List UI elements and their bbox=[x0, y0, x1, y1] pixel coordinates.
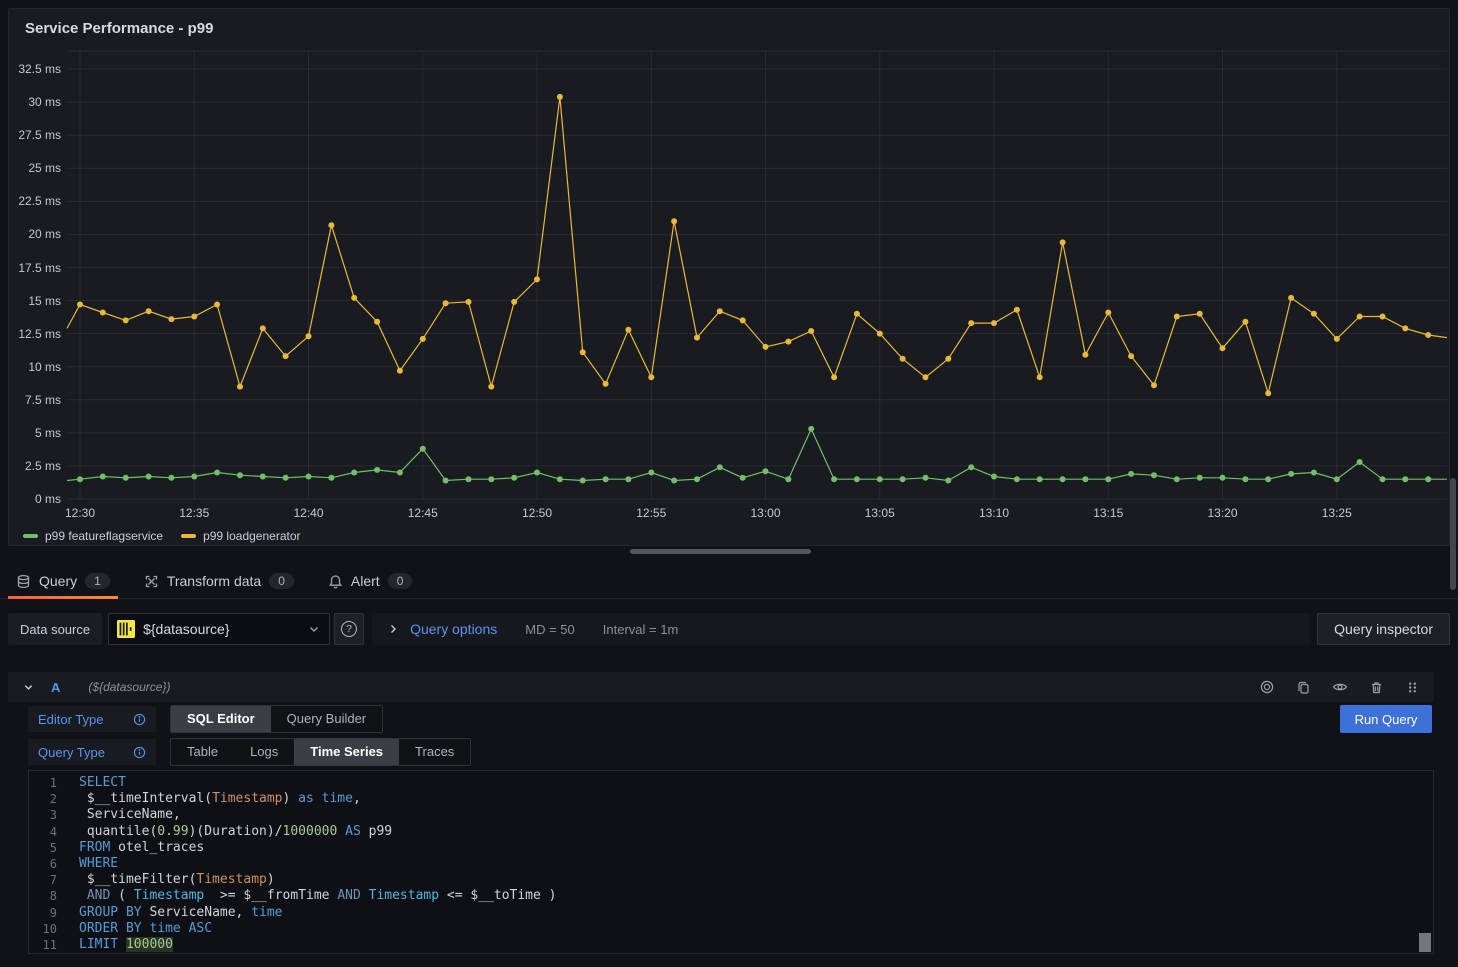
tab-badge: 0 bbox=[269, 573, 294, 589]
editor-type-label: Editor Type bbox=[28, 706, 156, 732]
query-row-actions bbox=[1259, 679, 1420, 695]
query-type-label-text: Query Type bbox=[38, 745, 105, 760]
query-row-header[interactable]: A (${datasource}) bbox=[8, 672, 1434, 702]
legend-swatch-icon bbox=[23, 534, 38, 538]
collapse-chevron-icon[interactable] bbox=[22, 681, 35, 694]
line-number: 8 bbox=[29, 888, 67, 904]
max-data-points-value: MD = 50 bbox=[525, 622, 575, 637]
query-type-label: Query Type bbox=[28, 739, 156, 765]
query-datasource-hint: (${datasource}) bbox=[88, 680, 170, 694]
info-icon[interactable] bbox=[133, 746, 146, 759]
chart-legend: p99 featureflagservice p99 loadgenerator bbox=[23, 529, 301, 543]
tab-badge: 0 bbox=[388, 573, 413, 589]
line-number: 4 bbox=[29, 824, 67, 840]
datasource-toolbar: Data source ${datasource} ? Query option… bbox=[8, 613, 1450, 645]
tab-query[interactable]: Query 1 bbox=[16, 564, 110, 599]
code-content[interactable]: SELECT $__timeInterval(Timestamp) as tim… bbox=[79, 771, 556, 953]
line-number: 10 bbox=[29, 921, 67, 937]
query-inspector-button[interactable]: Query inspector bbox=[1317, 613, 1450, 645]
sql-code-editor[interactable]: 1234567891011 SELECT $__timeInterval(Tim… bbox=[28, 770, 1434, 954]
database-icon bbox=[16, 574, 31, 589]
tab-label: Query bbox=[39, 573, 77, 589]
code-line[interactable]: $__timeFilter(Timestamp) bbox=[79, 872, 556, 888]
line-number: 2 bbox=[29, 791, 67, 807]
editor-tabbar: Query 1 Transform data 0 Alert 0 bbox=[0, 564, 1458, 599]
hide-response-eye-icon[interactable] bbox=[1332, 679, 1348, 695]
query-type-option-traces[interactable]: Traces bbox=[399, 739, 470, 765]
tab-label: Transform data bbox=[167, 573, 261, 589]
chart-panel: Service Performance - p99 0 ms2.5 ms5 ms… bbox=[8, 8, 1450, 546]
editor-type-label-text: Editor Type bbox=[38, 712, 104, 727]
chevron-down-icon bbox=[307, 622, 321, 636]
legend-item[interactable]: p99 featureflagservice bbox=[23, 529, 163, 543]
tab-badge: 1 bbox=[85, 573, 110, 589]
datasource-label: Data source bbox=[8, 613, 102, 645]
line-number: 1 bbox=[29, 775, 67, 791]
bell-icon bbox=[328, 574, 343, 589]
line-number: 3 bbox=[29, 807, 67, 823]
query-options-strip: Query options MD = 50 Interval = 1m bbox=[372, 613, 1309, 645]
chart-canvas[interactable] bbox=[9, 9, 1449, 545]
code-line[interactable]: FROM otel_traces bbox=[79, 840, 556, 856]
code-line[interactable]: LIMIT 100000 bbox=[79, 937, 556, 953]
page-scrollbar-thumb[interactable] bbox=[1450, 478, 1456, 590]
horizontal-scrollbar-thumb[interactable] bbox=[630, 549, 811, 554]
legend-series-label: p99 featureflagservice bbox=[45, 529, 163, 543]
help-circle-icon: ? bbox=[341, 621, 357, 637]
datasource-picker[interactable]: ${datasource} bbox=[108, 613, 330, 645]
legend-item[interactable]: p99 loadgenerator bbox=[181, 529, 300, 543]
query-type-option-logs[interactable]: Logs bbox=[234, 739, 294, 765]
query-type-option-table[interactable]: Table bbox=[171, 739, 234, 765]
query-type-option-time-series[interactable]: Time Series bbox=[294, 739, 399, 765]
query-ref-id: A bbox=[51, 680, 60, 695]
line-number: 6 bbox=[29, 856, 67, 872]
chevron-right-icon[interactable] bbox=[386, 622, 400, 636]
line-number: 11 bbox=[29, 937, 67, 953]
record-circle-icon[interactable] bbox=[1259, 679, 1275, 695]
tab-alert[interactable]: Alert 0 bbox=[328, 564, 412, 599]
code-line[interactable]: $__timeInterval(Timestamp) as time, bbox=[79, 791, 556, 807]
run-query-button[interactable]: Run Query bbox=[1340, 705, 1432, 733]
legend-series-label: p99 loadgenerator bbox=[203, 529, 300, 543]
editor-type-group: SQL Editor Query Builder bbox=[170, 705, 383, 733]
line-number: 5 bbox=[29, 840, 67, 856]
remove-query-trash-icon[interactable] bbox=[1369, 680, 1384, 695]
tab-transform-data[interactable]: Transform data 0 bbox=[144, 564, 294, 599]
query-options-link[interactable]: Query options bbox=[410, 621, 497, 637]
code-line[interactable]: GROUP BY ServiceName, time bbox=[79, 905, 556, 921]
grafana-panel-editor: { "panel": { "title": "Service Performan… bbox=[0, 0, 1458, 967]
code-line[interactable]: ORDER BY time ASC bbox=[79, 921, 556, 937]
code-line[interactable]: WHERE bbox=[79, 856, 556, 872]
code-line[interactable]: ServiceName, bbox=[79, 807, 556, 823]
legend-swatch-icon bbox=[181, 534, 196, 538]
datasource-help-button[interactable]: ? bbox=[334, 613, 364, 645]
editor-type-option-sql-editor[interactable]: SQL Editor bbox=[171, 706, 271, 732]
line-number: 7 bbox=[29, 872, 67, 888]
code-line[interactable]: SELECT bbox=[79, 775, 556, 791]
tab-label: Alert bbox=[351, 573, 380, 589]
editor-type-option-query-builder[interactable]: Query Builder bbox=[271, 706, 382, 732]
editor-type-row: Editor Type SQL Editor Query Builder bbox=[28, 705, 383, 733]
query-type-group: Table Logs Time Series Traces bbox=[170, 738, 471, 766]
duplicate-query-icon[interactable] bbox=[1296, 680, 1311, 695]
datasource-value: ${datasource} bbox=[143, 621, 229, 637]
code-line[interactable]: AND ( Timestamp >= $__fromTime AND Times… bbox=[79, 888, 556, 904]
code-line[interactable]: quantile(0.99)(Duration)/1000000 AS p99 bbox=[79, 824, 556, 840]
transform-icon bbox=[144, 574, 159, 589]
editor-scrollbar-thumb[interactable] bbox=[1419, 933, 1431, 952]
clickhouse-datasource-icon bbox=[117, 620, 135, 638]
query-type-row: Query Type Table Logs Time Series Traces bbox=[28, 738, 471, 766]
drag-handle-icon[interactable] bbox=[1405, 680, 1420, 695]
line-number: 9 bbox=[29, 905, 67, 921]
line-number-gutter: 1234567891011 bbox=[29, 771, 67, 953]
info-icon[interactable] bbox=[133, 713, 146, 726]
interval-value: Interval = 1m bbox=[603, 622, 679, 637]
